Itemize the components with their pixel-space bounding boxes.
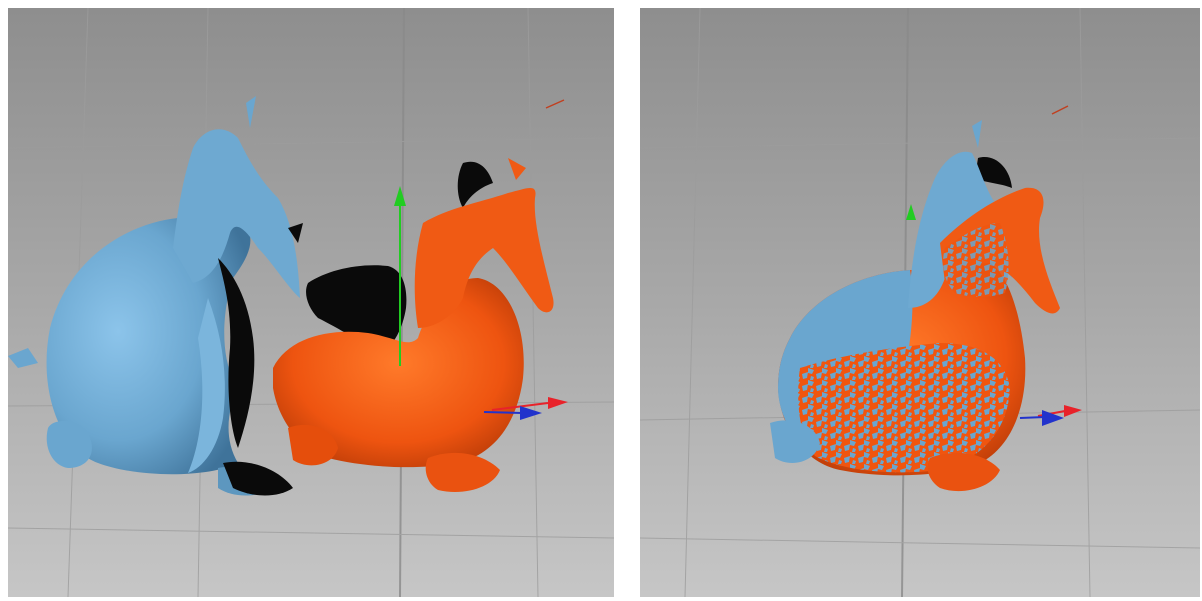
scene-canvas[interactable] — [8, 8, 614, 597]
scene-canvas[interactable] — [640, 8, 1200, 597]
viewport-before-alignment[interactable] — [8, 8, 614, 597]
orange-scan-foot-right — [425, 452, 500, 492]
far-axis-marker — [1051, 105, 1069, 115]
z-axis-arrowhead[interactable] — [520, 406, 542, 420]
y-axis-arrowhead[interactable] — [394, 186, 406, 206]
blue-scan-neck — [173, 129, 300, 298]
orange-point-cloud[interactable] — [273, 158, 554, 492]
orange-scan-fragment — [508, 158, 526, 180]
z-axis[interactable] — [483, 411, 523, 414]
scan-holes — [218, 161, 493, 496]
y-axis-arrowhead[interactable] — [906, 204, 916, 220]
orange-scan-body — [273, 278, 524, 468]
neck-mottle — [943, 223, 1009, 297]
transform-gizmo[interactable] — [906, 204, 1082, 426]
x-axis-arrowhead[interactable] — [548, 397, 568, 409]
x-axis-arrowhead[interactable] — [1064, 405, 1082, 417]
blue-scan-spike — [972, 120, 982, 148]
transform-gizmo[interactable] — [394, 186, 568, 420]
far-axis-marker — [545, 99, 565, 109]
blue-scan-fragment — [8, 348, 38, 368]
viewport-after-alignment[interactable] — [640, 8, 1200, 597]
orange-scan-foot-left — [288, 424, 338, 466]
blue-scan-foot-left — [46, 421, 92, 468]
z-axis-arrowhead[interactable] — [1042, 410, 1064, 426]
mottled-overlap — [798, 343, 1010, 473]
blue-scan-spike — [246, 96, 256, 128]
orange-scan-neck — [414, 188, 554, 328]
blue-scan-wing-edge — [188, 298, 225, 473]
foot-right — [927, 452, 1000, 492]
z-axis[interactable] — [1019, 416, 1046, 419]
scan-hole — [975, 157, 1012, 188]
blue-point-cloud[interactable] — [8, 96, 300, 496]
merged-point-cloud[interactable] — [770, 120, 1060, 492]
foot-left — [770, 420, 820, 463]
